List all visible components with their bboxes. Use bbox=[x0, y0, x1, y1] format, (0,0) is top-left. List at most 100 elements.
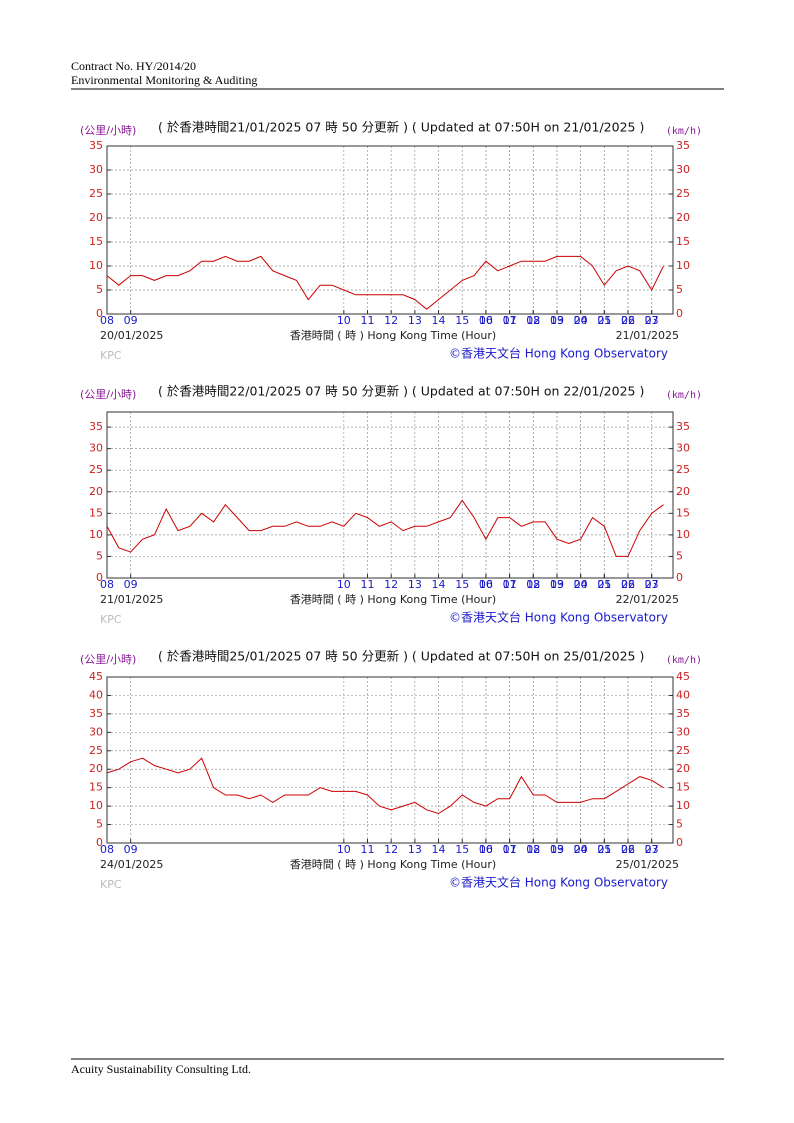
y2-axis-unit: (km/h) bbox=[666, 655, 702, 666]
end-date: 25/01/2025 bbox=[616, 858, 679, 871]
x-tick-label: 07 bbox=[645, 578, 659, 591]
y2-tick-label: 10 bbox=[676, 799, 690, 812]
x-tick-label: 19 bbox=[550, 314, 564, 327]
x-tick-label: 11 bbox=[361, 314, 375, 327]
wind-speed-line bbox=[106, 499, 664, 557]
y-tick-label: 5 bbox=[96, 283, 103, 296]
y-tick-label: 20 bbox=[89, 485, 103, 498]
x-tick-label: 15 bbox=[455, 314, 469, 327]
x-tick-label: 03 bbox=[550, 314, 564, 327]
wind-speed-line bbox=[106, 757, 664, 815]
x-tick-label: 19 bbox=[550, 843, 564, 856]
x-tick-label: 09 bbox=[124, 578, 138, 591]
y2-tick-label: 35 bbox=[676, 420, 690, 433]
y2-tick-label: 20 bbox=[676, 485, 690, 498]
x-tick-label: 09 bbox=[124, 314, 138, 327]
x-tick-label: 22 bbox=[621, 843, 635, 856]
chart-title: ( 於香港時間21/01/2025 07 時 50 分更新 ) ( Update… bbox=[158, 120, 644, 135]
y2-axis-unit: (km/h) bbox=[666, 390, 702, 401]
x-tick-label: 16 bbox=[479, 578, 493, 591]
y-tick-label: 35 bbox=[89, 420, 103, 433]
end-date: 21/01/2025 bbox=[616, 329, 679, 342]
y-tick-label: 15 bbox=[89, 506, 103, 519]
y2-tick-label: 0 bbox=[676, 307, 683, 320]
x-tick-label: 20 bbox=[574, 314, 588, 327]
plot-frame bbox=[106, 676, 674, 844]
x-tick-label: 02 bbox=[526, 843, 540, 856]
start-date: 20/01/2025 bbox=[100, 329, 163, 342]
y-tick-label: 35 bbox=[89, 139, 103, 152]
x-tick-label: 04 bbox=[574, 843, 588, 856]
x-tick-label: 07 bbox=[645, 843, 659, 856]
x-tick-label: 23 bbox=[645, 843, 659, 856]
y2-tick-label: 40 bbox=[676, 688, 690, 701]
y2-tick-label: 20 bbox=[676, 211, 690, 224]
x-tick-label: 18 bbox=[526, 843, 540, 856]
y-tick-label: 30 bbox=[89, 442, 103, 455]
x-tick-label: 05 bbox=[597, 578, 611, 591]
start-date: 24/01/2025 bbox=[100, 858, 163, 871]
x-tick-label: 04 bbox=[574, 314, 588, 327]
x-tick-label: 10 bbox=[337, 843, 351, 856]
x-tick-label: 07 bbox=[645, 314, 659, 327]
x-tick-label: 14 bbox=[432, 578, 446, 591]
x-tick-label: 16 bbox=[479, 843, 493, 856]
y2-tick-label: 10 bbox=[676, 259, 690, 272]
y-tick-label: 35 bbox=[89, 707, 103, 720]
x-tick-label: 12 bbox=[384, 578, 398, 591]
x-tick-label: 09 bbox=[124, 843, 138, 856]
x-tick-label: 08 bbox=[100, 578, 114, 591]
station: KPC bbox=[100, 878, 122, 891]
x-tick-label: 11 bbox=[361, 843, 375, 856]
y2-axis-unit: (km/h) bbox=[666, 126, 702, 137]
y2-tick-label: 30 bbox=[676, 442, 690, 455]
y2-tick-label: 5 bbox=[676, 818, 683, 831]
station: KPC bbox=[100, 613, 122, 626]
x-tick-label: 02 bbox=[526, 578, 540, 591]
x-tick-label: 08 bbox=[100, 843, 114, 856]
x-tick-label: 17 bbox=[503, 843, 517, 856]
header-line: Contract No. HY/2014/20 bbox=[71, 59, 196, 73]
chart-title: ( 於香港時間22/01/2025 07 時 50 分更新 ) ( Update… bbox=[158, 384, 644, 399]
x-tick-label: 18 bbox=[526, 314, 540, 327]
y-tick-label: 10 bbox=[89, 259, 103, 272]
y2-tick-label: 45 bbox=[676, 670, 690, 683]
x-tick-label: 06 bbox=[621, 843, 635, 856]
x-axis-label: 香港時間 ( 時 ) Hong Kong Time (Hour) bbox=[290, 329, 496, 342]
plot-frame bbox=[106, 145, 674, 315]
y-tick-label: 30 bbox=[89, 163, 103, 176]
x-tick-label: 00 bbox=[479, 314, 493, 327]
x-tick-label: 01 bbox=[503, 843, 517, 856]
x-tick-label: 21 bbox=[597, 843, 611, 856]
x-tick-label: 05 bbox=[597, 314, 611, 327]
x-tick-label: 06 bbox=[621, 314, 635, 327]
y2-tick-label: 0 bbox=[676, 571, 683, 584]
x-tick-label: 21 bbox=[597, 578, 611, 591]
x-tick-label: 23 bbox=[645, 578, 659, 591]
y2-tick-label: 25 bbox=[676, 187, 690, 200]
x-tick-label: 12 bbox=[384, 314, 398, 327]
x-tick-label: 04 bbox=[574, 578, 588, 591]
y2-tick-label: 35 bbox=[676, 139, 690, 152]
x-tick-label: 18 bbox=[526, 578, 540, 591]
y-tick-label: 20 bbox=[89, 762, 103, 775]
x-tick-label: 13 bbox=[408, 843, 422, 856]
x-tick-label: 03 bbox=[550, 843, 564, 856]
y-tick-label: 10 bbox=[89, 799, 103, 812]
y-tick-label: 30 bbox=[89, 725, 103, 738]
y-tick-label: 25 bbox=[89, 744, 103, 757]
x-tick-label: 11 bbox=[361, 578, 375, 591]
y-axis-unit: (公里/小時) bbox=[80, 388, 136, 401]
x-tick-label: 16 bbox=[479, 314, 493, 327]
x-tick-label: 06 bbox=[621, 578, 635, 591]
y-axis-unit: (公里/小時) bbox=[80, 124, 136, 137]
x-tick-label: 20 bbox=[574, 578, 588, 591]
footer-text: Acuity Sustainability Consulting Ltd. bbox=[71, 1062, 251, 1076]
y-axis-unit: (公里/小時) bbox=[80, 653, 136, 666]
x-tick-label: 17 bbox=[503, 314, 517, 327]
y2-tick-label: 20 bbox=[676, 762, 690, 775]
credit: ©香港天文台 Hong Kong Observatory bbox=[449, 875, 668, 890]
x-axis-label: 香港時間 ( 時 ) Hong Kong Time (Hour) bbox=[290, 858, 496, 871]
y-tick-label: 5 bbox=[96, 818, 103, 831]
x-tick-label: 00 bbox=[479, 843, 493, 856]
